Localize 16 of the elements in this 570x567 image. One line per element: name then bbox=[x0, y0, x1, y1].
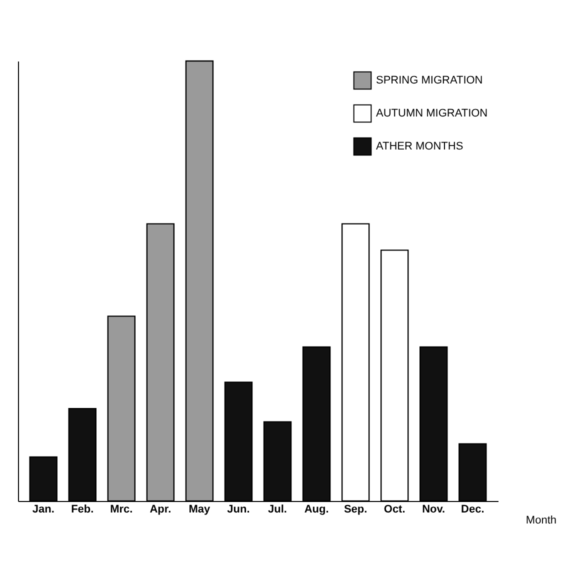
x-axis-title: Month bbox=[526, 514, 556, 526]
legend-label: AUTUMN MIGRATION bbox=[376, 108, 488, 120]
x-tick-label: Jun. bbox=[227, 504, 250, 516]
x-tick-label: Mrc. bbox=[110, 504, 133, 516]
x-tick-label: Apr. bbox=[150, 504, 172, 516]
x-tick-label: Jan. bbox=[32, 504, 54, 516]
legend-label: ATHER MONTHS bbox=[376, 140, 464, 152]
x-tick-label: Oct. bbox=[384, 504, 406, 516]
x-tick-label: Nov. bbox=[422, 504, 446, 516]
x-tick-label: Feb. bbox=[71, 504, 94, 516]
x-tick-label: Aug. bbox=[304, 504, 329, 516]
x-tick-label: Sep. bbox=[344, 504, 368, 516]
x-tick-label: Jul. bbox=[268, 504, 287, 516]
x-tick-label: May bbox=[188, 504, 212, 516]
x-tick-label: Dec. bbox=[461, 504, 484, 516]
legend-label: SPRING MIGRATION bbox=[376, 74, 483, 86]
